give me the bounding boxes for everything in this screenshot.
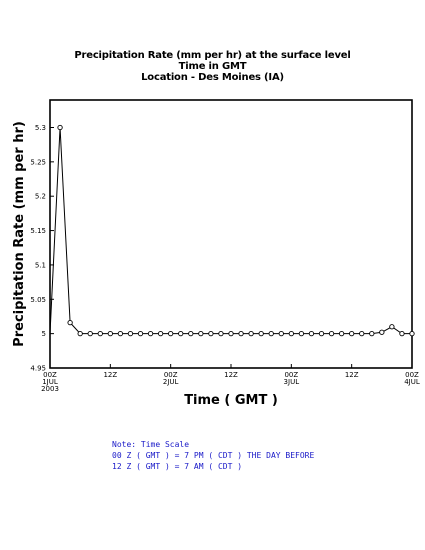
x-tick-label: 00Z: [43, 371, 57, 379]
x-tick-label: 4JUL: [404, 378, 420, 386]
data-point: [77, 330, 83, 337]
y-tick-label: 5.25: [30, 158, 46, 166]
data-point: [389, 324, 395, 330]
chart-title-line-2: Time in GMT: [178, 61, 247, 72]
data-point: [359, 330, 365, 337]
y-tick-label: 5.15: [30, 227, 46, 235]
data-point: [238, 330, 244, 337]
y-axis-ticks: 4.95 5 5.05 5.1 5.15 5.2 5.25 5.3: [30, 124, 54, 373]
data-point: [399, 330, 405, 337]
data-point: [228, 330, 234, 337]
note-line-12z: 12 Z ( GMT ) = 7 AM ( CDT ): [112, 462, 243, 471]
data-point: [278, 330, 284, 337]
chart-title-line-1: Precipitation Rate (mm per hr) at the su…: [74, 50, 351, 61]
x-tick-label: 12Z: [103, 371, 117, 379]
data-point: [248, 330, 254, 337]
data-point: [349, 330, 355, 337]
data-point: [188, 330, 194, 337]
x-tick-label: 00Z: [284, 371, 298, 379]
data-point: [137, 330, 144, 337]
x-axis-label: Time ( GMT ): [184, 393, 278, 408]
x-tick-label: 1JUL: [42, 378, 58, 386]
y-tick-label: 5: [42, 330, 46, 338]
data-point: [107, 330, 113, 337]
data-point: [369, 330, 375, 337]
data-point: [258, 330, 264, 337]
data-point: [127, 330, 134, 337]
data-point: [178, 330, 184, 337]
x-tick-label: 00Z: [405, 371, 419, 379]
y-axis-label: Precipitation Rate (mm per hr): [12, 121, 27, 347]
data-point: [57, 124, 63, 131]
y-tick-label: 5.3: [35, 124, 46, 132]
data-point: [218, 330, 224, 337]
series-group: [49, 124, 415, 337]
x-tick-label: 2JUL: [163, 378, 179, 386]
y-tick-label: 5.05: [30, 296, 46, 304]
data-point: [268, 330, 274, 337]
data-point: [318, 330, 325, 337]
series-line: [49, 127, 412, 335]
data-point: [338, 330, 345, 337]
x-tick-label: 3JUL: [284, 378, 300, 386]
y-tick-label: 4.95: [30, 365, 46, 373]
note-title: Note: Time Scale: [112, 440, 190, 449]
x-tick-label: 12Z: [224, 371, 238, 379]
data-point: [379, 329, 385, 335]
note-line-00z: 00 Z ( GMT ) = 7 PM ( CDT ) THE DAY BEFO…: [112, 451, 315, 460]
data-point: [67, 319, 73, 326]
x-tick-label: 2003: [41, 385, 59, 393]
x-tick-label: 00Z: [164, 371, 178, 379]
chart-title-line-3: Location - Des Moines (IA): [141, 72, 284, 83]
data-point: [308, 330, 315, 337]
data-point: [298, 330, 305, 337]
data-point: [97, 330, 103, 337]
y-tick-label: 5.2: [35, 193, 46, 201]
data-point: [147, 330, 154, 337]
data-point: [208, 330, 214, 337]
data-point: [288, 330, 294, 337]
data-point: [409, 330, 415, 337]
data-point: [157, 330, 164, 337]
data-point: [168, 330, 174, 337]
data-point: [117, 330, 124, 337]
data-point: [328, 330, 335, 337]
y-tick-label: 5.1: [35, 261, 46, 269]
data-point: [198, 330, 204, 337]
data-point: [87, 330, 93, 337]
plot-frame: [49, 99, 413, 369]
x-tick-label: 12Z: [345, 371, 359, 379]
